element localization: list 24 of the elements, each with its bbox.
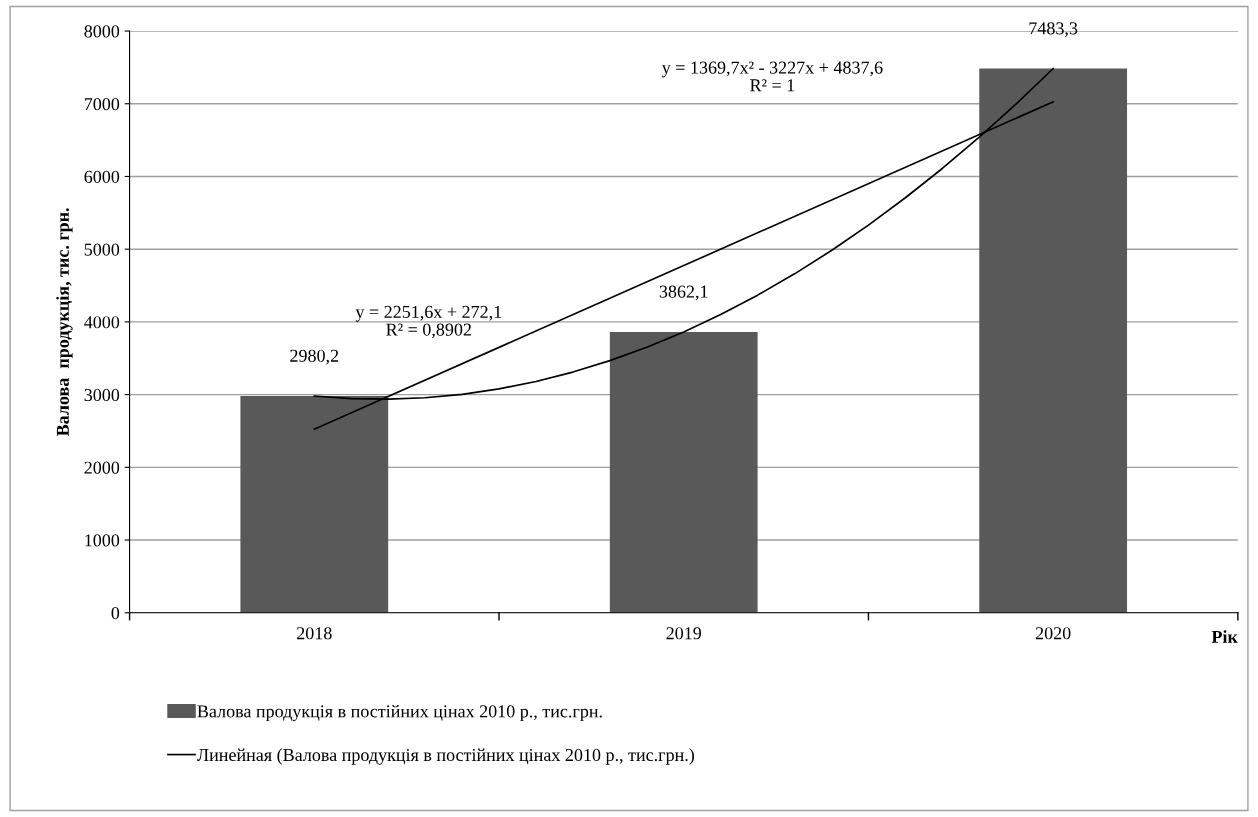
x-tick-label: 2019 [666,627,702,640]
y-tick-label: 3000 [84,388,120,402]
x-tick-label: 2018 [297,627,332,640]
data-label: 3862,1 [659,285,708,301]
y-tick-label: 0 [111,607,120,620]
y-axis-title: Валова продукція, тис. грн. [56,208,73,437]
y-tick-label: 7000 [84,98,120,111]
y-tick-label: 1000 [85,534,120,547]
bar [609,331,758,613]
annotation: y = 1369,7x² - 3227x + 4837,6 R² = 1 [661,61,883,92]
y-tick-label: 5000 [84,243,120,256]
y-tick-label: 2000 [84,461,120,474]
legend-label: Линейная (Валова продукція в постійних цінах 2010 р., тис.грн.) [197,748,695,765]
x-axis-title: Рік [1211,630,1238,643]
data-label: 7483,3 [1029,22,1078,37]
y-tick-label: 8000 [84,25,120,38]
y-tick-label: 4000 [84,316,120,329]
bar [240,396,389,613]
x-tick-label: 2020 [1035,627,1071,640]
y-tick-label: 6000 [84,170,120,183]
data-label: 2980,2 [290,349,339,365]
legend-label: Валова продукція в постійних цінах 2010 р., тис.грн. [197,704,602,722]
annotation: y = 2251,6x + 272,1 R² = 0,8902 [355,305,502,339]
bar [979,68,1128,613]
